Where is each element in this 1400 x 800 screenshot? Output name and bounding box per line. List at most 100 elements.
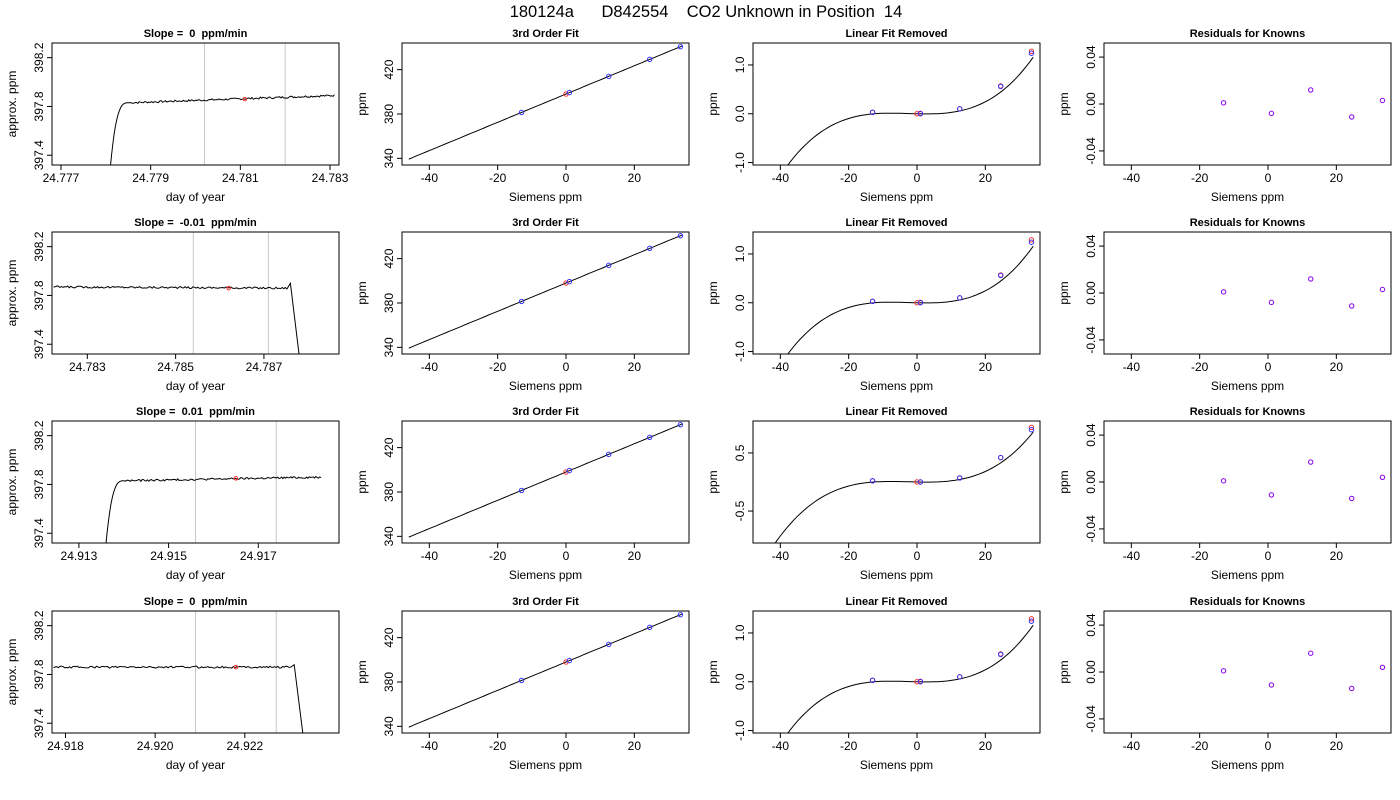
residual-point	[1268, 299, 1275, 306]
x-tick-label: 20	[628, 360, 642, 374]
y-tick-label: -1.0	[733, 720, 747, 741]
x-tick-label: 20	[979, 360, 993, 374]
y-tick-label: 398.2	[32, 231, 46, 261]
x-tick-label: -20	[489, 360, 507, 374]
known-point-red	[1028, 616, 1035, 622]
x-axis-label: Siemens ppm	[1211, 190, 1284, 204]
y-tick-label: 0.04	[1084, 613, 1098, 637]
plot-frame	[1103, 610, 1392, 734]
y-tick-label: -1.0	[733, 152, 747, 173]
fit-curve	[787, 56, 1034, 165]
known-point	[647, 56, 653, 63]
y-axis-label: ppm	[706, 470, 720, 493]
residual-point	[1349, 685, 1355, 692]
x-axis-label: Siemens ppm	[860, 758, 933, 772]
y-axis-label: ppm	[1057, 281, 1071, 304]
known-point	[566, 657, 573, 664]
known-point	[647, 434, 653, 441]
fit-curve	[408, 423, 683, 538]
x-tick-label: -20	[840, 171, 858, 185]
x-axis: 24.777 24.779 24.781 24.783 day of year	[43, 164, 349, 204]
plot-frame	[401, 231, 690, 355]
plot-area	[1220, 276, 1386, 309]
residual-point	[1268, 110, 1275, 117]
residual-point	[1308, 459, 1314, 465]
known-point	[677, 232, 684, 239]
known-point	[869, 109, 876, 115]
x-tick-label: -40	[1123, 360, 1141, 374]
x-tick-label: -20	[489, 171, 507, 185]
chart-panel: 3rd Order Fit -40 -20 0 20 Siemens ppm 340 380 4…	[355, 28, 690, 204]
known-point	[518, 109, 525, 116]
x-tick-label: 24.920	[137, 739, 174, 753]
x-axis-label: Siemens ppm	[1211, 758, 1284, 772]
y-tick-label: 380	[382, 104, 396, 124]
mean-marker	[226, 285, 231, 291]
y-tick-label: 340	[382, 526, 396, 546]
panel-title: Linear Fit Removed	[845, 217, 947, 229]
x-tick-label: 24.787	[246, 360, 283, 374]
x-tick-label: -20	[1191, 171, 1209, 185]
panel-title: Linear Fit Removed	[845, 406, 947, 418]
known-point	[518, 677, 525, 684]
x-tick-label: 24.781	[222, 171, 259, 185]
x-tick-label: -20	[489, 739, 507, 753]
x-tick-label: 24.918	[47, 739, 84, 753]
y-tick-label: -0.04	[1084, 326, 1098, 354]
x-tick-label: -40	[421, 171, 439, 185]
x-axis-label: Siemens ppm	[509, 568, 582, 582]
x-axis-label: Siemens ppm	[860, 379, 933, 393]
plot-area	[408, 611, 684, 728]
known-point	[677, 421, 684, 428]
known-point	[606, 73, 612, 80]
fit-curve	[408, 234, 683, 349]
x-tick-label: 24.922	[226, 739, 263, 753]
x-tick-label: -40	[421, 549, 439, 563]
known-point	[606, 262, 612, 269]
known-point	[998, 272, 1004, 279]
panel-title: 3rd Order Fit	[512, 217, 579, 229]
x-tick-label: -20	[1191, 360, 1209, 374]
y-tick-label: 380	[382, 293, 396, 313]
y-axis-label: approx. ppm	[5, 449, 19, 516]
y-tick-label: 420	[382, 59, 396, 79]
x-axis-label: Siemens ppm	[509, 758, 582, 772]
fit-curve	[787, 245, 1034, 354]
y-tick-label: 0.00	[1084, 660, 1098, 684]
plot-frame	[51, 420, 340, 544]
mean-marker	[233, 664, 239, 670]
x-tick-label: -40	[772, 171, 790, 185]
panel-title: Slope = 0 ppm/min	[144, 596, 248, 608]
y-axis-label: ppm	[1057, 92, 1071, 115]
y-tick-label: 397.8	[32, 91, 46, 121]
x-tick-label: 24.913	[61, 549, 98, 563]
plot-frame	[752, 42, 1041, 166]
known-point	[957, 475, 963, 481]
plot-area	[408, 232, 684, 349]
x-tick-label: 0	[1265, 739, 1272, 753]
known-point	[998, 651, 1004, 658]
x-tick-label: -40	[421, 360, 439, 374]
y-tick-label: -0.5	[733, 500, 747, 521]
x-tick-label: 0	[914, 739, 921, 753]
x-tick-label: 20	[628, 739, 642, 753]
x-axis: -40 -20 0 20 Siemens ppm	[772, 542, 992, 582]
x-axis: -40 -20 0 20 Siemens ppm	[1123, 164, 1343, 204]
known-point	[647, 624, 653, 631]
co2-trace	[53, 663, 304, 733]
known-point	[1028, 239, 1035, 245]
x-tick-label: -20	[840, 549, 858, 563]
plot-area	[408, 43, 684, 160]
known-point	[869, 298, 876, 304]
residual-point	[1349, 495, 1355, 502]
known-point	[677, 611, 684, 618]
x-tick-label: -20	[489, 549, 507, 563]
plot-frame	[752, 420, 1041, 544]
panel-title: Residuals for Knowns	[1190, 596, 1306, 608]
chart-panel: 3rd Order Fit -40 -20 0 20 Siemens ppm 340 380 4…	[355, 596, 690, 772]
y-tick-label: -0.04	[1084, 137, 1098, 165]
x-tick-label: 20	[979, 171, 993, 185]
x-tick-label: 0	[563, 360, 570, 374]
